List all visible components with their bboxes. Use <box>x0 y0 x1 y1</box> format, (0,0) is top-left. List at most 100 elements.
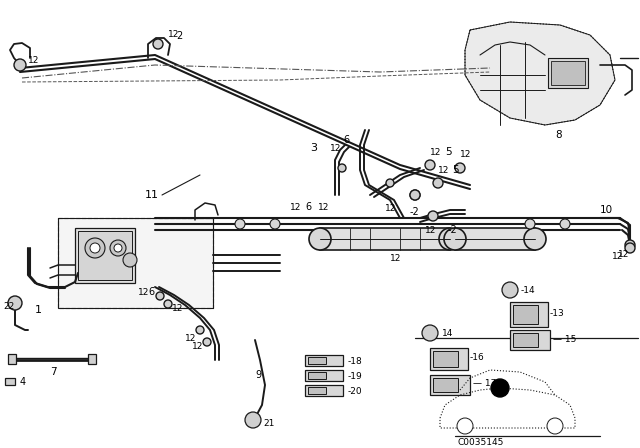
Circle shape <box>502 282 518 298</box>
Circle shape <box>123 253 137 267</box>
Circle shape <box>110 240 126 256</box>
Bar <box>430 348 468 370</box>
Bar <box>305 385 343 396</box>
Circle shape <box>309 228 331 250</box>
Bar <box>75 228 135 283</box>
Bar <box>58 218 213 308</box>
Bar <box>8 354 16 364</box>
Text: -14: -14 <box>521 285 536 294</box>
Text: 12: 12 <box>390 254 401 263</box>
Text: 8: 8 <box>555 130 562 140</box>
Text: -13: -13 <box>550 309 564 318</box>
Text: 12: 12 <box>290 202 301 211</box>
Text: 5: 5 <box>452 165 459 175</box>
Circle shape <box>524 228 546 250</box>
Bar <box>433 351 458 367</box>
Circle shape <box>410 190 420 200</box>
Circle shape <box>425 160 435 170</box>
Bar <box>308 357 326 364</box>
Bar <box>320 228 450 250</box>
Circle shape <box>114 244 122 252</box>
Circle shape <box>196 326 204 334</box>
Bar <box>305 355 343 366</box>
Text: 12: 12 <box>425 225 436 234</box>
Text: -19: -19 <box>348 371 363 380</box>
Bar <box>88 354 96 364</box>
Text: 5: 5 <box>445 147 452 157</box>
Bar <box>308 372 326 379</box>
Text: 21: 21 <box>263 418 275 427</box>
Text: 12: 12 <box>385 203 396 212</box>
Text: 12: 12 <box>185 333 196 343</box>
Text: 10: 10 <box>600 205 613 215</box>
Circle shape <box>455 163 465 173</box>
Circle shape <box>444 228 466 250</box>
Text: 22: 22 <box>3 302 14 310</box>
Text: — 15: — 15 <box>553 335 577 344</box>
Circle shape <box>386 179 394 187</box>
Circle shape <box>85 238 105 258</box>
Circle shape <box>156 292 164 300</box>
Circle shape <box>270 219 280 229</box>
Bar <box>551 61 585 85</box>
Text: -2: -2 <box>410 207 420 217</box>
Circle shape <box>457 418 473 434</box>
Text: 12: 12 <box>430 147 442 156</box>
Text: 6: 6 <box>305 202 311 212</box>
Text: 12: 12 <box>172 303 184 313</box>
Polygon shape <box>465 22 615 125</box>
Bar <box>513 333 538 347</box>
Bar <box>548 58 588 88</box>
Circle shape <box>245 412 261 428</box>
Circle shape <box>560 219 570 229</box>
Text: 11: 11 <box>145 190 159 200</box>
Circle shape <box>491 379 509 397</box>
Circle shape <box>410 190 420 200</box>
Circle shape <box>8 296 22 310</box>
Bar <box>305 370 343 381</box>
Circle shape <box>625 240 635 250</box>
Circle shape <box>439 228 461 250</box>
Bar <box>430 375 470 395</box>
Bar <box>510 330 550 350</box>
Text: -2: -2 <box>448 225 458 235</box>
Bar <box>78 231 132 280</box>
Circle shape <box>90 243 100 253</box>
Circle shape <box>153 39 163 49</box>
Text: 12: 12 <box>438 165 449 175</box>
Circle shape <box>625 243 635 253</box>
Text: 7: 7 <box>50 367 56 377</box>
Text: 9: 9 <box>255 370 261 380</box>
Text: — 17: — 17 <box>473 379 497 388</box>
Circle shape <box>422 325 438 341</box>
Text: 6: 6 <box>343 135 349 145</box>
Text: 3: 3 <box>310 143 317 153</box>
Bar <box>510 302 548 327</box>
Text: 4: 4 <box>20 377 26 387</box>
Text: 12: 12 <box>192 341 204 350</box>
Text: C0035145: C0035145 <box>458 438 504 447</box>
Circle shape <box>547 418 563 434</box>
Text: 12: 12 <box>618 250 629 258</box>
Circle shape <box>525 219 535 229</box>
Circle shape <box>338 164 346 172</box>
Bar <box>5 378 15 385</box>
Bar <box>433 378 458 392</box>
Text: 12: 12 <box>612 251 623 260</box>
Text: 14: 14 <box>442 328 453 337</box>
Bar <box>308 387 326 394</box>
Circle shape <box>428 211 438 221</box>
Text: -20: -20 <box>348 387 363 396</box>
Circle shape <box>203 338 211 346</box>
Text: 2: 2 <box>176 31 182 41</box>
Circle shape <box>164 300 172 308</box>
Text: 12: 12 <box>460 150 472 159</box>
Circle shape <box>14 59 26 71</box>
Text: 12: 12 <box>168 30 179 39</box>
Text: 12: 12 <box>138 288 149 297</box>
Circle shape <box>433 178 443 188</box>
Text: -18: -18 <box>348 357 363 366</box>
Circle shape <box>235 219 245 229</box>
Text: 12: 12 <box>28 56 40 65</box>
Bar <box>455 228 535 250</box>
